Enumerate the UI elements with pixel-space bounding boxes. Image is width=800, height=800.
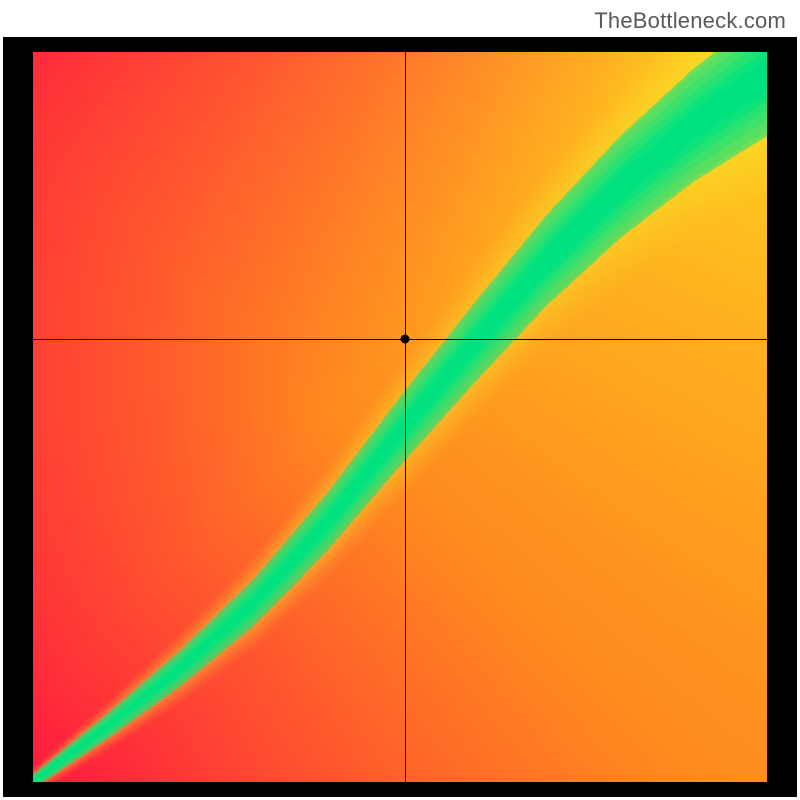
heatmap-canvas [33, 52, 767, 782]
selection-marker [401, 335, 410, 344]
watermark-text: TheBottleneck.com [594, 8, 786, 34]
chart-frame [3, 37, 797, 797]
crosshair-vertical [405, 52, 406, 782]
heatmap-plot [33, 52, 767, 782]
